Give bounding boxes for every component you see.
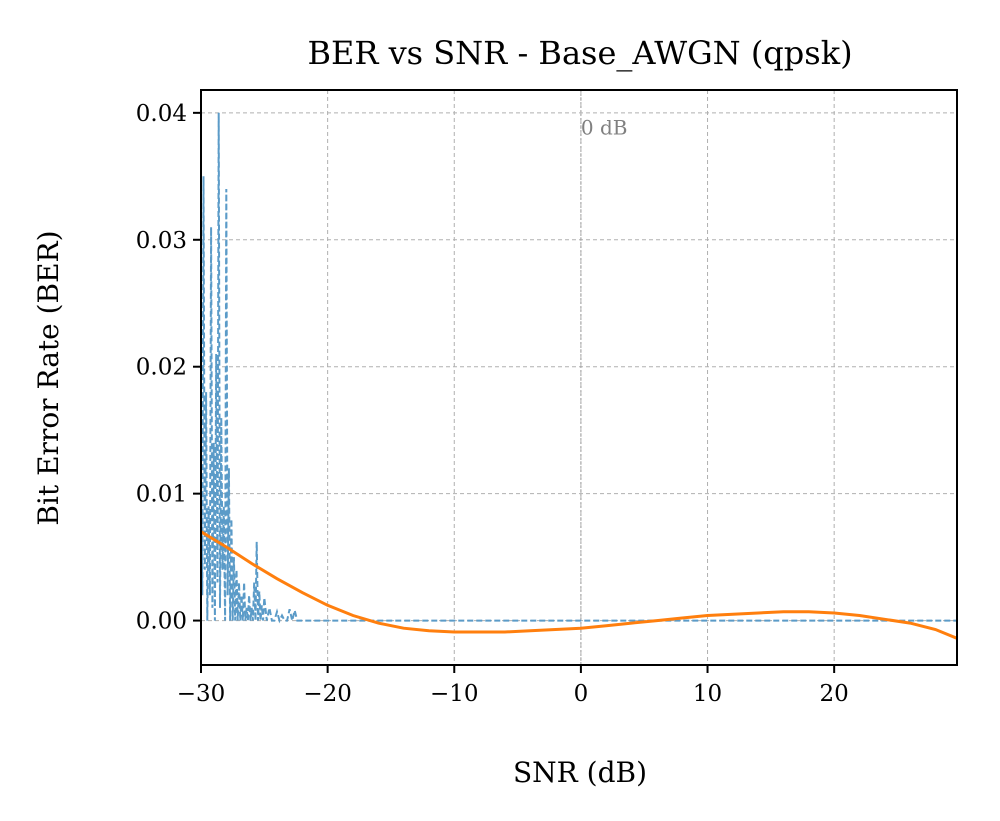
axis-ticks: −30 −20 −10 0 10 20 0.00 0.01 0.02 0.03 0.04 bbox=[136, 101, 849, 707]
x-axis-title: SNR (dB) bbox=[513, 756, 647, 789]
x-tick-label: 0 bbox=[574, 681, 589, 707]
y-axis-title: Bit Error Rate (BER) bbox=[32, 230, 65, 525]
grid bbox=[200, 90, 957, 665]
y-tick-label: 0.00 bbox=[136, 609, 187, 635]
plot-frame bbox=[200, 89, 958, 666]
chart-title: BER vs SNR - Base_AWGN (qpsk) bbox=[307, 34, 852, 72]
x-tick-label: −10 bbox=[430, 681, 479, 707]
x-tick-label: 10 bbox=[693, 681, 722, 707]
x-tick-label: 20 bbox=[820, 681, 849, 707]
ber-fit-line bbox=[200, 530, 958, 640]
y-tick-label: 0.02 bbox=[136, 355, 187, 381]
zero-db-label: 0 dB bbox=[581, 115, 628, 139]
plot-area: 0 dB bbox=[200, 112, 958, 640]
y-tick-label: 0.03 bbox=[136, 228, 187, 254]
x-tick-label: −30 bbox=[177, 681, 226, 707]
y-tick-label: 0.04 bbox=[136, 101, 187, 127]
ber-simulated-line bbox=[200, 112, 957, 624]
y-tick-label: 0.01 bbox=[136, 482, 187, 508]
x-tick-label: −20 bbox=[303, 681, 352, 707]
